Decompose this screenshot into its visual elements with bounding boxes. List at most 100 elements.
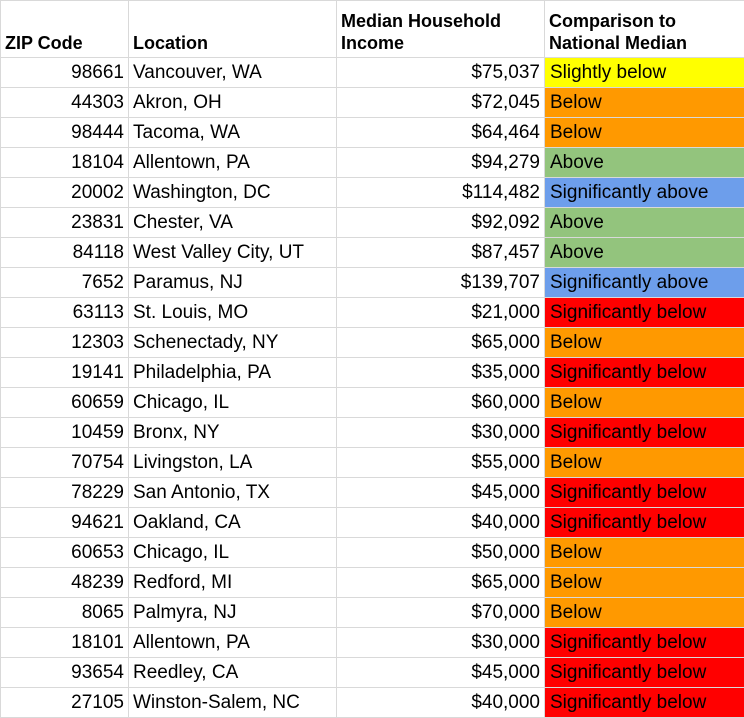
comparison-cell[interactable]: Below — [544, 537, 744, 568]
zip-cell[interactable]: 48239 — [0, 567, 129, 598]
comparison-cell[interactable]: Above — [544, 147, 744, 178]
income-cell[interactable]: $45,000 — [336, 477, 545, 508]
table-row: 84118 West Valley City, UT $87,457 Above — [0, 237, 744, 268]
header-comparison[interactable]: Comparison to National Median — [544, 0, 744, 58]
zip-cell[interactable]: 78229 — [0, 477, 129, 508]
income-cell[interactable]: $75,037 — [336, 57, 545, 88]
zip-cell[interactable]: 93654 — [0, 657, 129, 688]
zip-cell[interactable]: 19141 — [0, 357, 129, 388]
comparison-cell[interactable]: Significantly below — [544, 657, 744, 688]
zip-cell[interactable]: 8065 — [0, 597, 129, 628]
zip-cell[interactable]: 18101 — [0, 627, 129, 658]
location-cell[interactable]: Paramus, NJ — [128, 267, 337, 298]
zip-cell[interactable]: 12303 — [0, 327, 129, 358]
table-row: 63113 St. Louis, MO $21,000 Significantly b… — [0, 297, 744, 328]
income-cell[interactable]: $45,000 — [336, 657, 545, 688]
location-cell[interactable]: Schenectady, NY — [128, 327, 337, 358]
comparison-cell[interactable]: Below — [544, 117, 744, 148]
comparison-cell[interactable]: Above — [544, 207, 744, 238]
income-cell[interactable]: $114,482 — [336, 177, 545, 208]
comparison-cell[interactable]: Above — [544, 237, 744, 268]
comparison-cell[interactable]: Significantly below — [544, 507, 744, 538]
zip-cell[interactable]: 27105 — [0, 687, 129, 718]
location-cell[interactable]: Bronx, NY — [128, 417, 337, 448]
comparison-cell[interactable]: Below — [544, 567, 744, 598]
income-cell[interactable]: $72,045 — [336, 87, 545, 118]
table-row: 94621 Oakland, CA $40,000 Significantly bel… — [0, 507, 744, 538]
zip-cell[interactable]: 94621 — [0, 507, 129, 538]
income-cell[interactable]: $65,000 — [336, 567, 545, 598]
comparison-cell[interactable]: Significantly above — [544, 267, 744, 298]
zip-cell[interactable]: 18104 — [0, 147, 129, 178]
income-cell[interactable]: $40,000 — [336, 507, 545, 538]
comparison-cell[interactable]: Significantly below — [544, 627, 744, 658]
income-cell[interactable]: $35,000 — [336, 357, 545, 388]
income-cell[interactable]: $94,279 — [336, 147, 545, 178]
income-cell[interactable]: $21,000 — [336, 297, 545, 328]
table-row: 93654 Reedley, CA $45,000 Significantly bel… — [0, 657, 744, 688]
zip-cell[interactable]: 44303 — [0, 87, 129, 118]
income-cell[interactable]: $50,000 — [336, 537, 545, 568]
income-cell[interactable]: $60,000 — [336, 387, 545, 418]
location-cell[interactable]: Reedley, CA — [128, 657, 337, 688]
comparison-cell[interactable]: Below — [544, 597, 744, 628]
zip-cell[interactable]: 84118 — [0, 237, 129, 268]
income-cell[interactable]: $65,000 — [336, 327, 545, 358]
location-cell[interactable]: San Antonio, TX — [128, 477, 337, 508]
header-location[interactable]: Location — [128, 0, 337, 58]
zip-cell[interactable]: 20002 — [0, 177, 129, 208]
location-cell[interactable]: Vancouver, WA — [128, 57, 337, 88]
comparison-cell[interactable]: Below — [544, 87, 744, 118]
comparison-cell[interactable]: Below — [544, 447, 744, 478]
location-cell[interactable]: Palmyra, NJ — [128, 597, 337, 628]
zip-cell[interactable]: 23831 — [0, 207, 129, 238]
header-median-household-income[interactable]: Median Household Income — [336, 0, 545, 58]
location-cell[interactable]: Chicago, IL — [128, 387, 337, 418]
income-cell[interactable]: $30,000 — [336, 417, 545, 448]
location-cell[interactable]: Philadelphia, PA — [128, 357, 337, 388]
comparison-cell[interactable]: Significantly below — [544, 477, 744, 508]
income-cell[interactable]: $87,457 — [336, 237, 545, 268]
comparison-cell[interactable]: Significantly below — [544, 417, 744, 448]
header-zip-code[interactable]: ZIP Code — [0, 0, 129, 58]
comparison-cell[interactable]: Below — [544, 327, 744, 358]
location-cell[interactable]: Allentown, PA — [128, 627, 337, 658]
table-row: 48239 Redford, MI $65,000 Below — [0, 567, 744, 598]
income-cell[interactable]: $92,092 — [336, 207, 545, 238]
location-cell[interactable]: Washington, DC — [128, 177, 337, 208]
zip-cell[interactable]: 63113 — [0, 297, 129, 328]
table-row: 12303 Schenectady, NY $65,000 Below — [0, 327, 744, 358]
zip-cell[interactable]: 98661 — [0, 57, 129, 88]
table-row: 18101 Allentown, PA $30,000 Significantly b… — [0, 627, 744, 658]
location-cell[interactable]: Chicago, IL — [128, 537, 337, 568]
zip-cell[interactable]: 60653 — [0, 537, 129, 568]
comparison-cell[interactable]: Significantly above — [544, 177, 744, 208]
zip-cell[interactable]: 7652 — [0, 267, 129, 298]
location-cell[interactable]: West Valley City, UT — [128, 237, 337, 268]
zip-cell[interactable]: 98444 — [0, 117, 129, 148]
location-cell[interactable]: St. Louis, MO — [128, 297, 337, 328]
income-cell[interactable]: $139,707 — [336, 267, 545, 298]
income-cell[interactable]: $30,000 — [336, 627, 545, 658]
income-cell[interactable]: $55,000 — [336, 447, 545, 478]
comparison-cell[interactable]: Below — [544, 387, 744, 418]
comparison-cell[interactable]: Significantly below — [544, 687, 744, 718]
comparison-cell[interactable]: Significantly below — [544, 357, 744, 388]
location-cell[interactable]: Akron, OH — [128, 87, 337, 118]
zip-cell[interactable]: 70754 — [0, 447, 129, 478]
income-cell[interactable]: $70,000 — [336, 597, 545, 628]
zip-cell[interactable]: 60659 — [0, 387, 129, 418]
location-cell[interactable]: Allentown, PA — [128, 147, 337, 178]
location-cell[interactable]: Chester, VA — [128, 207, 337, 238]
income-cell[interactable]: $64,464 — [336, 117, 545, 148]
comparison-cell[interactable]: Significantly below — [544, 297, 744, 328]
location-cell[interactable]: Livingston, LA — [128, 447, 337, 478]
location-cell[interactable]: Redford, MI — [128, 567, 337, 598]
income-cell[interactable]: $40,000 — [336, 687, 545, 718]
location-cell[interactable]: Tacoma, WA — [128, 117, 337, 148]
comparison-cell[interactable]: Slightly below — [544, 57, 744, 88]
zip-cell[interactable]: 10459 — [0, 417, 129, 448]
location-cell[interactable]: Winston-Salem, NC — [128, 687, 337, 718]
location-cell[interactable]: Oakland, CA — [128, 507, 337, 538]
